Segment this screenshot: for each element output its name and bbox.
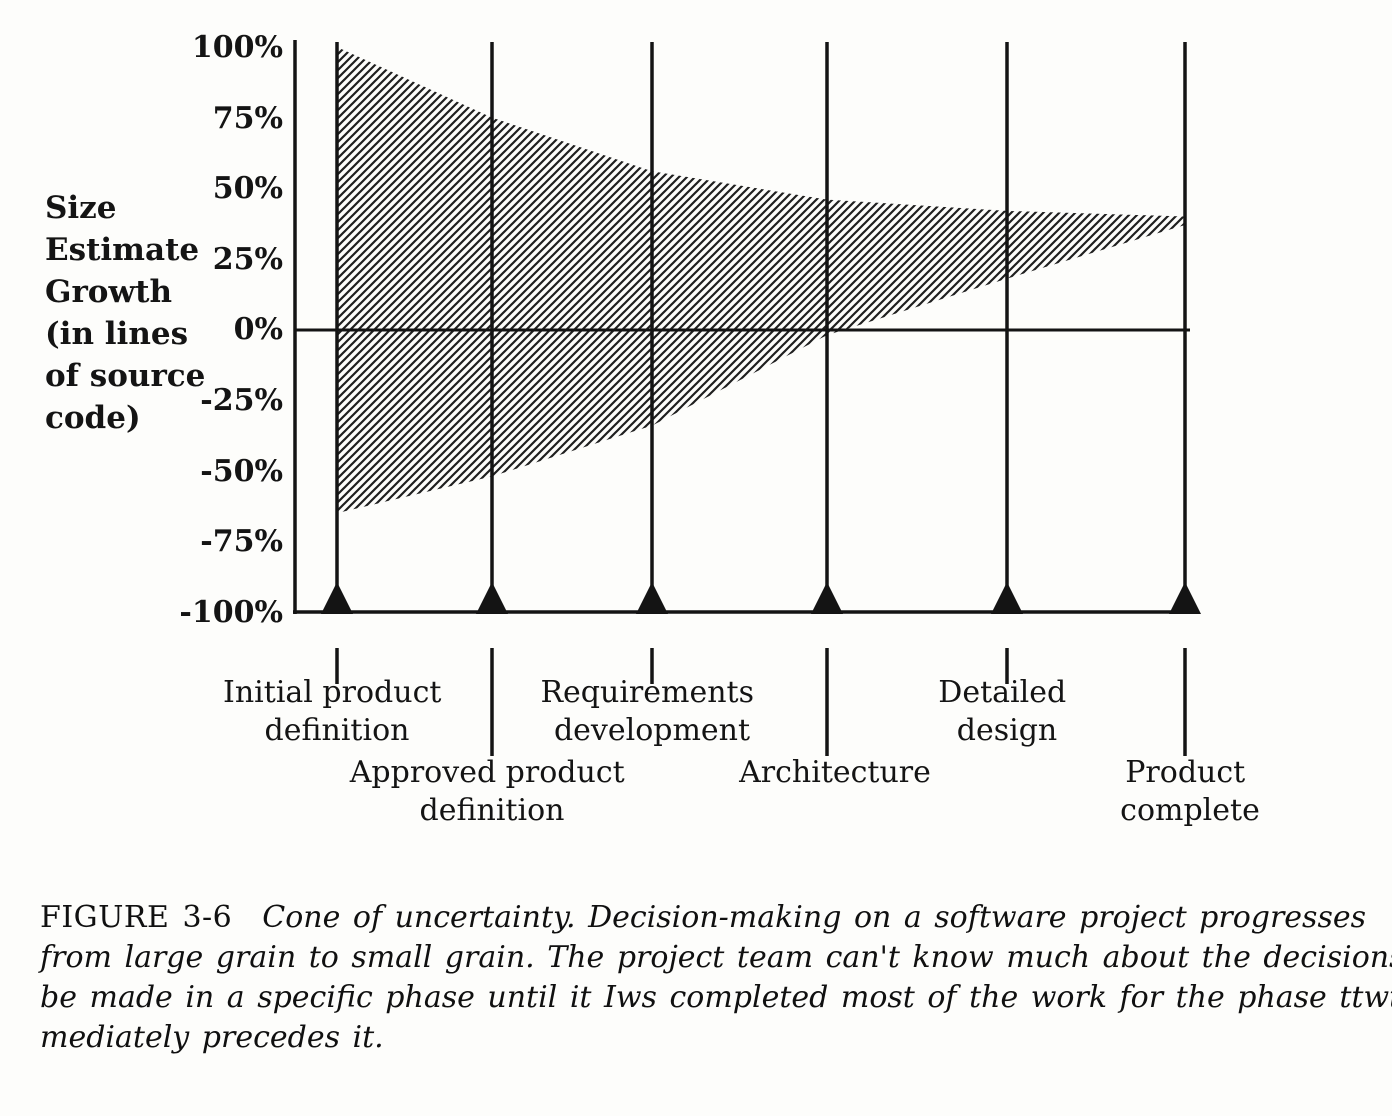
y-axis-title-line: code) <box>45 400 141 436</box>
y-axis-title-line: Estimate <box>45 232 199 268</box>
y-tick-label: -25% <box>200 383 283 418</box>
y-tick-label: -50% <box>200 454 283 489</box>
milestone-marker-triangle <box>321 582 353 614</box>
y-tick-label: -75% <box>200 524 283 559</box>
caption-line-3: be made in a specific phase until it Iws… <box>40 980 1392 1015</box>
cone-of-uncertainty-chart: 100% 75% 50% 25% 0% -25% -50% -75% -100%… <box>45 30 1260 828</box>
y-tick-label: 75% <box>213 101 283 136</box>
y-axis-title-line: (in lines <box>45 316 188 352</box>
milestone-marker-triangle <box>991 582 1023 614</box>
y-axis-title-line: Growth <box>45 274 172 310</box>
caption-text: Cone of uncertainty. Decision-making on … <box>262 900 1367 935</box>
milestone-label-detailed-design: Detailed design <box>938 675 1075 748</box>
y-tick-label: 100% <box>192 30 283 65</box>
y-axis-title-line: of source <box>45 358 205 394</box>
generated-geometry <box>321 42 1201 756</box>
milestone-marker-triangle <box>1169 582 1201 614</box>
y-tick-label: 50% <box>213 171 283 206</box>
y-tick-label: 25% <box>213 242 283 277</box>
y-tick-label: -100% <box>179 595 283 630</box>
uncertainty-cone-area <box>337 47 1185 514</box>
y-tick-label: 0% <box>234 312 283 347</box>
milestone-label-initial-product-definition: Initial product definition <box>223 675 451 748</box>
milestone-label-architecture: Architecture <box>738 755 931 790</box>
milestone-marker-triangle <box>811 582 843 614</box>
milestone-label-product-complete: Product complete <box>1120 755 1260 828</box>
figure-number: FIGURE 3-6 <box>40 900 233 935</box>
caption-line-2: from large grain to small grain. The pro… <box>40 940 1392 975</box>
milestone-label-requirements-development: Requirements development <box>540 675 763 748</box>
caption-line-1: FIGURE 3-6 Cone of uncertainty. Decision-… <box>40 898 1376 938</box>
caption-line-4: mediately precedes it. <box>40 1020 384 1055</box>
milestone-marker-triangle <box>476 582 508 614</box>
milestone-label-approved-product-definition: Approved product definition <box>349 755 634 828</box>
figure-caption: FIGURE 3-6 Cone of uncertainty. Decision-… <box>40 898 1392 1058</box>
y-axis-title-line: Size <box>45 190 117 226</box>
milestone-marker-triangle <box>636 582 668 614</box>
